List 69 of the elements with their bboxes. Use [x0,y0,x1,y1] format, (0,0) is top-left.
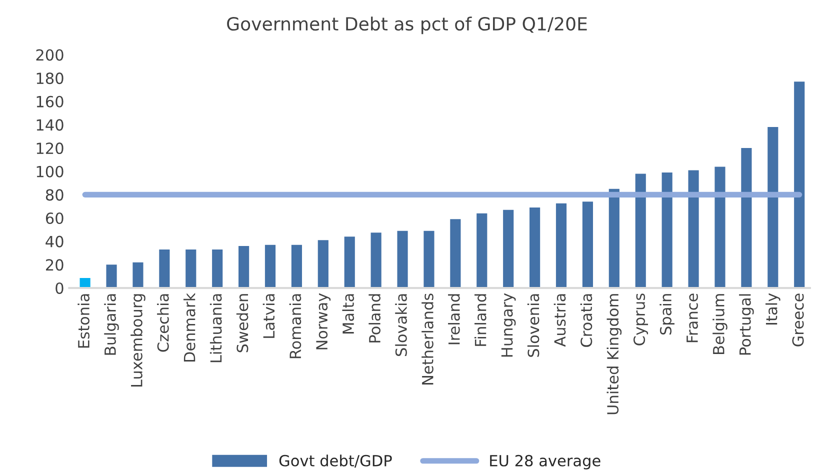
y-tick-label: 160 [36,96,64,108]
x-tick-label: Luxembourg [130,294,146,387]
x-tick-label: Czechia [157,294,169,352]
bar [264,244,276,288]
y-tick-label: 180 [36,72,64,84]
bar [530,208,540,288]
x-tick-label: United Kingdom [606,294,622,414]
y-tick-label: 200 [36,49,64,61]
bar [714,166,726,288]
bar [768,127,778,288]
x-tick-label: Cyprus [633,294,648,346]
x-tick-label: Netherlands [422,294,434,384]
x-tick-label: Hungary [501,293,516,357]
bar [186,249,196,288]
x-tick-label: Ireland [448,294,460,344]
bar [556,203,567,288]
x-tick-label: Portugal [739,294,754,355]
x-tick-label: Romania [289,294,302,358]
bar [238,246,250,288]
bar [476,213,488,288]
bar [106,264,117,288]
bar [370,232,382,288]
y-tick-label: 80 [46,189,64,201]
bar [159,249,170,288]
x-tick-label: Norway [316,293,331,350]
x-tick-label: Bulgaria [104,294,119,355]
bar [344,236,355,288]
bar [212,249,223,288]
bar [662,172,672,288]
x-tick-label: Denmark [183,292,196,362]
bar [608,188,620,288]
x-tick-label: Malta [342,294,354,334]
x-tick-label: France [686,294,698,342]
y-tick-label: 60 [46,212,64,224]
bar [688,170,699,288]
y-tick-label: 0 [56,282,64,294]
x-tick-label: Croatia [580,294,592,347]
bar [291,244,302,288]
y-tick-label: 140 [36,119,64,131]
x-tick-label: Austria [554,294,566,347]
bar [424,230,434,288]
x-tick-label: Lithuania [210,294,222,362]
bar [582,202,593,288]
bar [794,82,805,288]
x-tick-label: Slovenia [527,294,540,357]
x-tick-label: Italy [766,293,780,324]
legend-label: Govt debt/GDP [279,454,392,468]
x-tick-label: Finland [474,294,486,346]
x-tick-label: Latvia [262,294,275,338]
x-tick-label: Slovakia [395,294,407,356]
bar [450,219,461,288]
x-tick-label: Estonia [78,294,90,348]
y-tick-label: 40 [46,236,64,248]
x-tick-label: Poland [368,294,380,342]
bar [397,230,408,288]
bar [503,210,514,288]
y-tick-label: 120 [36,142,64,154]
y-tick-label: 100 [36,166,64,178]
bar [132,262,144,288]
x-tick-label: Spain [660,294,674,335]
x-tick-label: Greece [792,294,804,346]
x-tick-label: Belgium [712,294,728,354]
bar [635,174,646,288]
bar [741,148,752,288]
chart-title: Government Debt as pct of GDP Q1/20E [227,16,587,34]
bar [318,240,328,288]
y-tick-label: 20 [46,259,64,271]
legend-label: EU 28 average [490,454,600,470]
x-tick-label: Sweden [236,294,248,352]
